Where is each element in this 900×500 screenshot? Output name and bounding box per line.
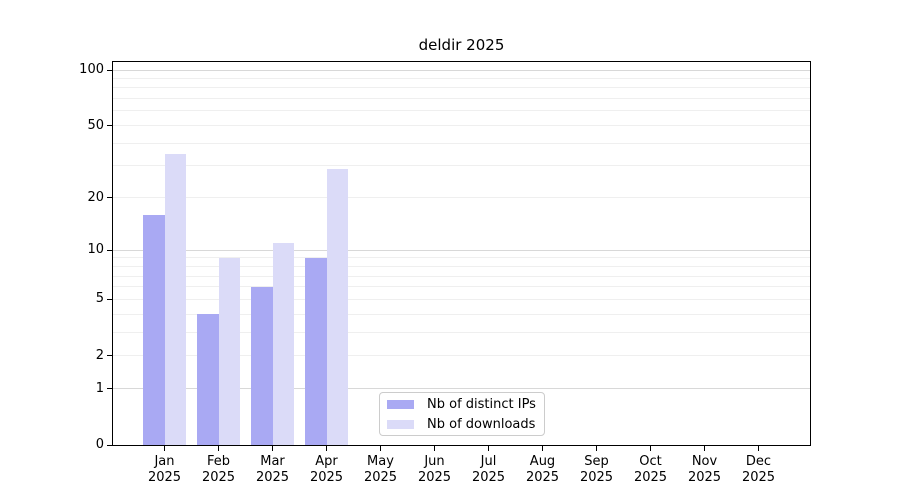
legend-swatch-downloads xyxy=(387,419,414,429)
gridline-major xyxy=(113,249,810,251)
legend-item-distinct-ips: Nb of distinct IPs xyxy=(387,394,544,414)
x-axis-tick-label: Dec 2025 xyxy=(741,454,776,485)
y-axis-tick xyxy=(107,69,112,71)
x-axis-tick xyxy=(650,446,651,451)
x-axis-tick xyxy=(218,446,219,451)
gridline-minor xyxy=(113,298,810,300)
x-axis-tick-label: Mar 2025 xyxy=(255,454,290,485)
gridline-major xyxy=(113,69,810,71)
bar-distinct-ips-mar xyxy=(251,286,273,445)
x-axis-tick-label: Jun 2025 xyxy=(417,454,452,485)
gridline-minor xyxy=(113,77,810,79)
y-axis-tick-label: 2 xyxy=(95,347,104,363)
legend-swatch-distinct-ips xyxy=(387,399,414,409)
bar-downloads-feb xyxy=(218,257,240,445)
bar-downloads-mar xyxy=(272,243,294,445)
x-axis-tick xyxy=(704,446,705,451)
gridline-minor xyxy=(113,257,810,259)
x-axis-tick xyxy=(326,446,327,451)
gridline-minor xyxy=(113,286,810,288)
bar-downloads-jan xyxy=(164,153,186,445)
y-axis-tick xyxy=(107,444,112,446)
x-axis-tick-label: Apr 2025 xyxy=(309,454,344,485)
y-axis-tick-label: 20 xyxy=(87,189,104,205)
x-axis-tick xyxy=(596,446,597,451)
gridline-minor xyxy=(113,125,810,127)
x-axis-tick-label: May 2025 xyxy=(363,454,398,485)
legend-label-distinct-ips: Nb of distinct IPs xyxy=(427,396,536,412)
gridline-minor xyxy=(113,142,810,144)
y-axis-tick-label: 50 xyxy=(87,117,104,133)
y-axis-tick-label: 5 xyxy=(95,291,104,307)
x-axis-tick xyxy=(272,446,273,451)
legend-item-downloads: Nb of downloads xyxy=(387,414,544,434)
plot-area: Nb of distinct IPs Nb of downloads xyxy=(112,61,811,446)
gridline-minor xyxy=(113,87,810,89)
y-axis-tick-label: 100 xyxy=(79,62,104,77)
y-axis-tick-label: 1 xyxy=(95,380,104,396)
x-axis-tick xyxy=(758,446,759,451)
x-axis-tick-label: Sep 2025 xyxy=(579,454,614,485)
gridline-minor xyxy=(113,275,810,277)
x-axis-tick xyxy=(434,446,435,451)
gridline-major xyxy=(113,388,810,390)
bar-distinct-ips-feb xyxy=(197,314,219,445)
gridline-minor xyxy=(113,98,810,100)
gridline-minor xyxy=(113,355,810,357)
x-axis-tick xyxy=(164,446,165,451)
bar-distinct-ips-jan xyxy=(143,214,165,445)
gridline-minor xyxy=(113,331,810,333)
chart-title: deldir 2025 xyxy=(418,36,505,54)
y-axis-tick-label: 10 xyxy=(87,242,104,258)
y-axis-tick xyxy=(107,388,112,390)
legend-label-downloads: Nb of downloads xyxy=(427,416,536,432)
x-axis-tick-label: Feb 2025 xyxy=(201,454,236,485)
y-axis-tick xyxy=(107,298,112,300)
y-axis-tick xyxy=(107,355,112,357)
gridline-minor xyxy=(113,265,810,267)
legend: Nb of distinct IPs Nb of downloads xyxy=(379,392,545,436)
y-axis-tick xyxy=(107,125,112,127)
x-axis-tick xyxy=(542,446,543,451)
x-axis-tick-label: Nov 2025 xyxy=(687,454,722,485)
x-axis-tick xyxy=(380,446,381,451)
bar-downloads-apr xyxy=(326,168,348,445)
gridline-minor xyxy=(113,313,810,315)
x-axis-tick-label: Oct 2025 xyxy=(633,454,668,485)
gridline-minor xyxy=(113,197,810,199)
x-axis-tick xyxy=(488,446,489,451)
gridline-minor xyxy=(113,165,810,167)
gridline-minor xyxy=(113,110,810,112)
x-axis-tick-label: Jul 2025 xyxy=(471,454,506,485)
y-axis-tick xyxy=(107,249,112,251)
x-axis-tick-label: Jan 2025 xyxy=(147,454,182,485)
bar-distinct-ips-apr xyxy=(305,257,327,445)
y-axis-tick xyxy=(107,197,112,199)
x-axis-tick-label: Aug 2025 xyxy=(525,454,560,485)
y-axis-tick-label: 0 xyxy=(95,437,104,452)
